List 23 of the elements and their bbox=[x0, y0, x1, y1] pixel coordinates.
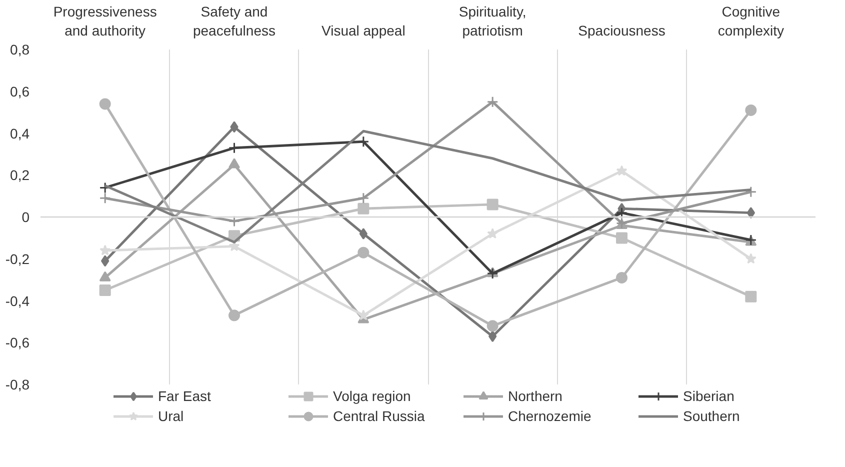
legend-label: Ural bbox=[158, 408, 185, 424]
legend-label: Volga region bbox=[333, 388, 412, 404]
x-tick-label: Safety and peacefulness bbox=[193, 3, 276, 38]
legend-label: Chernozemie bbox=[508, 408, 592, 424]
y-tick-label: -0,6 bbox=[5, 334, 30, 351]
y-tick-label: 0,6 bbox=[10, 83, 30, 100]
y-tick-label: -0,2 bbox=[5, 250, 30, 267]
y-tick-label: -0,8 bbox=[5, 376, 30, 392]
legend-label: Siberian bbox=[683, 388, 736, 404]
x-tick-label: Spaciousness bbox=[578, 22, 666, 38]
legend-label: Central Russia bbox=[333, 408, 426, 424]
legend-label: Southern bbox=[683, 408, 741, 424]
x-tick-label: Spirituality, patriotism bbox=[458, 3, 526, 38]
y-tick-label: 0,8 bbox=[10, 42, 30, 58]
y-tick-label: -0,4 bbox=[5, 292, 30, 309]
legend-label: Northern bbox=[508, 388, 564, 404]
y-tick-label: 0 bbox=[22, 209, 30, 225]
legend-label: Far East bbox=[158, 388, 212, 404]
y-tick-label: 0,4 bbox=[10, 125, 30, 142]
x-tick-label: Visual appeal bbox=[322, 22, 406, 38]
y-tick-label: 0,2 bbox=[10, 167, 30, 184]
x-tick-label: Progressiveness and authority bbox=[53, 3, 157, 38]
x-tick-label: Cognitive complexity bbox=[718, 3, 784, 38]
